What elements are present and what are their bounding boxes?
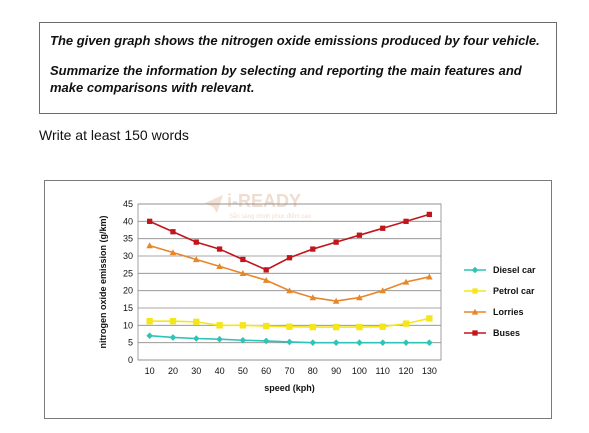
y-tick-label: 30 <box>123 251 133 261</box>
data-point-buses <box>286 255 293 261</box>
data-point-lorries <box>239 270 247 276</box>
y-tick-label: 5 <box>128 338 133 348</box>
data-point-buses <box>193 239 199 245</box>
x-tick-label: 10 <box>145 366 155 376</box>
prompt-line-2: Summarize the information by selecting a… <box>50 63 522 78</box>
data-point-lorries <box>262 276 270 283</box>
data-point-lorries <box>379 287 387 294</box>
x-tick-label: 100 <box>352 366 367 376</box>
data-point-petrol-car <box>146 317 153 325</box>
data-point-buses <box>403 218 409 224</box>
data-point-lorries <box>309 294 317 301</box>
y-tick-label: 20 <box>123 286 133 296</box>
y-tick-label: 35 <box>123 234 133 244</box>
data-point-buses <box>333 239 339 245</box>
data-point-diesel-car <box>146 332 153 340</box>
data-point-petrol-car <box>286 323 293 330</box>
x-tick-label: 70 <box>284 366 294 376</box>
legend-marker-diesel-car <box>471 266 479 274</box>
x-tick-label: 50 <box>238 366 248 376</box>
legend-label-lorries: Lorries <box>493 307 524 317</box>
data-point-buses <box>147 218 153 224</box>
x-tick-label: 20 <box>168 366 178 376</box>
y-tick-label: 45 <box>123 199 133 209</box>
prompt-line-3: make comparisons with relevant. <box>50 80 255 95</box>
data-point-lorries <box>402 278 410 285</box>
data-point-diesel-car <box>426 339 433 346</box>
data-point-lorries <box>332 297 340 304</box>
legend-marker-petrol-car <box>472 288 478 294</box>
task-prompt-box: The given graph shows the nitrogen oxide… <box>39 22 557 114</box>
watermark: i-READY Sẵn sàng chinh phục điểm cao <box>205 191 312 220</box>
data-point-diesel-car <box>192 335 200 342</box>
data-point-diesel-car <box>239 336 247 344</box>
data-point-diesel-car <box>169 334 177 341</box>
x-tick-label: 120 <box>399 366 414 376</box>
data-point-diesel-car <box>379 339 387 346</box>
data-point-petrol-car <box>239 322 247 329</box>
data-point-buses <box>380 225 386 231</box>
data-point-buses <box>426 211 432 218</box>
x-tick-label: 60 <box>261 366 271 376</box>
x-tick-label: 40 <box>215 366 225 376</box>
data-point-petrol-car <box>309 323 317 331</box>
data-point-diesel-car <box>216 335 223 343</box>
prompt-line-1: The given graph shows the nitrogen oxide… <box>50 33 540 48</box>
data-point-buses <box>356 232 363 238</box>
plot-area-border <box>137 203 442 361</box>
data-point-lorries <box>192 256 200 263</box>
y-tick-label: 25 <box>123 268 133 278</box>
y-tick-label: 10 <box>123 320 133 330</box>
data-point-diesel-car <box>262 337 270 345</box>
legend-label-petrol-car: Petrol car <box>493 286 535 296</box>
data-point-lorries <box>216 263 223 270</box>
data-point-petrol-car <box>216 322 223 329</box>
y-tick-label: 40 <box>123 216 133 226</box>
legend-label-diesel-car: Diesel car <box>493 265 536 275</box>
y-tick-label: 15 <box>123 303 133 313</box>
x-axis-title: speed (kph) <box>264 383 315 393</box>
data-point-buses <box>170 229 176 235</box>
word-count-instruction: Write at least 150 words <box>39 127 189 143</box>
data-point-petrol-car <box>332 323 340 331</box>
data-point-diesel-car <box>286 338 293 346</box>
data-point-diesel-car <box>402 339 410 346</box>
line-chart: i-READY Sẵn sàng chinh phục điểm cao 0 5 1… <box>98 191 536 393</box>
data-point-buses <box>240 256 246 263</box>
data-point-buses <box>216 246 223 252</box>
data-point-lorries <box>286 287 293 294</box>
data-point-diesel-car <box>332 339 340 346</box>
data-point-lorries <box>169 249 177 256</box>
y-axis-title: nitrogen oxide emission (g/km) <box>98 215 108 348</box>
data-point-petrol-car <box>426 315 433 322</box>
x-tick-label: 130 <box>422 366 437 376</box>
legend-label-buses: Buses <box>493 328 520 338</box>
y-tick-label: 0 <box>128 355 133 365</box>
data-point-diesel-car <box>356 339 363 346</box>
watermark-brand: i-READY <box>227 191 301 211</box>
series-line-buses <box>149 213 430 271</box>
data-point-petrol-car <box>402 320 410 327</box>
watermark-tagline: Sẵn sàng chinh phục điểm cao <box>229 213 312 220</box>
data-point-petrol-car <box>193 318 200 326</box>
x-tick-label: 110 <box>376 366 390 376</box>
data-point-petrol-car <box>356 323 363 331</box>
chart-frame: i-READY Sẵn sàng chinh phục điểm cao 0 5 1… <box>44 180 552 419</box>
x-tick-label: 80 <box>308 366 318 376</box>
legend-marker-lorries <box>471 308 479 315</box>
data-point-petrol-car <box>169 317 177 325</box>
legend-marker-buses <box>472 330 478 336</box>
x-tick-label: 90 <box>331 366 341 376</box>
data-point-petrol-car <box>379 323 386 330</box>
x-tick-label: 30 <box>191 366 201 376</box>
data-point-lorries <box>426 273 433 280</box>
data-point-buses <box>310 246 316 252</box>
data-point-lorries <box>356 294 363 301</box>
data-point-petrol-car <box>262 322 270 330</box>
data-point-lorries <box>146 242 153 249</box>
data-point-diesel-car <box>309 339 317 346</box>
data-point-buses <box>263 267 269 273</box>
